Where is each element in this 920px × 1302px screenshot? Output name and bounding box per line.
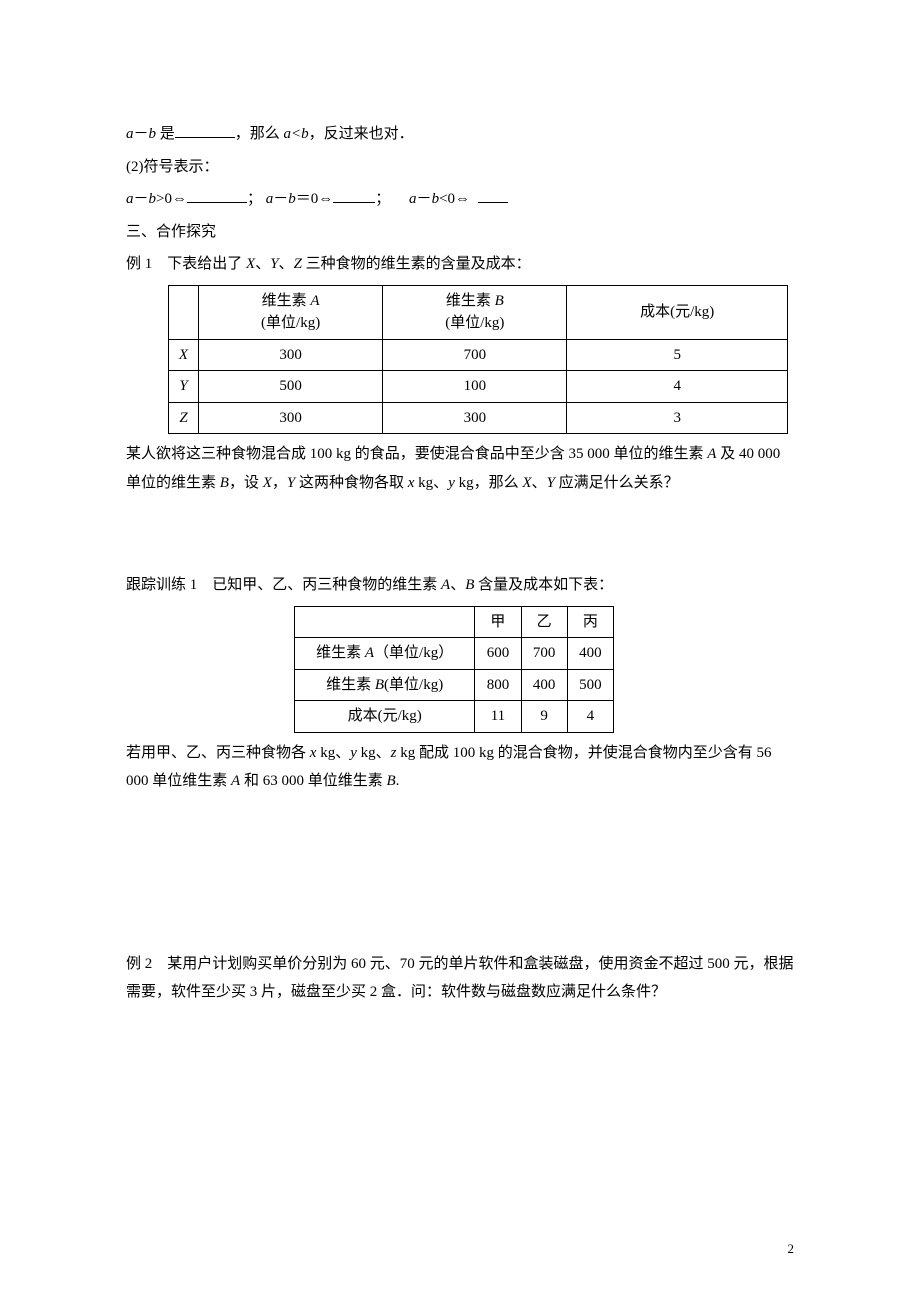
t2-r1c3: 500 (567, 669, 613, 701)
table-row: 甲 乙 丙 (295, 606, 614, 638)
blank-3 (333, 187, 375, 203)
t1-r1c0: Y (169, 371, 199, 403)
table-row: 维生素 A(单位/kg) 维生素 B(单位/kg) 成本(元/kg) (169, 285, 788, 339)
t2-r2c2: 9 (521, 701, 567, 733)
t1-r2c0: Z (169, 402, 199, 434)
example-1-text: 某人欲将这三种食物混合成 100 kg 的食品，要使混合食品中至少含 35 00… (126, 440, 794, 497)
spacer (126, 501, 794, 571)
t1-h3: 成本(元/kg) (567, 285, 788, 339)
t1-h2: 维生素 B(单位/kg) (383, 285, 567, 339)
spacer (126, 800, 794, 950)
t1-r1c2: 100 (383, 371, 567, 403)
table-row: Z 300 300 3 (169, 402, 788, 434)
t2-h0 (295, 606, 475, 638)
var-a: a (126, 126, 134, 142)
t2-r0c3: 400 (567, 638, 613, 670)
table-row: 维生素 B(单位/kg) 800 400 500 (295, 669, 614, 701)
t2-r0c0: 维生素 A（单位/kg） (295, 638, 475, 670)
page-number: 2 (788, 1237, 795, 1262)
t1-r0c0: X (169, 339, 199, 371)
track-1-text: 若用甲、乙、丙三种食物各 x kg、y kg、z kg 配成 100 kg 的混… (126, 739, 794, 796)
t2-h2: 乙 (521, 606, 567, 638)
table-1: 维生素 A(单位/kg) 维生素 B(单位/kg) 成本(元/kg) X 300… (168, 285, 788, 435)
t2-r1c2: 400 (521, 669, 567, 701)
t1-r0c2: 700 (383, 339, 567, 371)
t1-r1c3: 4 (567, 371, 788, 403)
table-row: X 300 700 5 (169, 339, 788, 371)
t2-r0c2: 700 (521, 638, 567, 670)
var-b: b (149, 126, 157, 142)
section-heading: 三、合作探究 (126, 218, 794, 247)
table-2: 甲 乙 丙 维生素 A（单位/kg） 600 700 400 维生素 B(单位/… (294, 606, 614, 733)
t2-r1c0: 维生素 B(单位/kg) (295, 669, 475, 701)
blank-2 (187, 187, 247, 203)
table-row: 成本(元/kg) 11 9 4 (295, 701, 614, 733)
line-2: (2)符号表示： (126, 153, 794, 182)
t1-h0 (169, 285, 199, 339)
t2-r2c3: 4 (567, 701, 613, 733)
blank-4 (478, 187, 508, 203)
t2-r2c1: 11 (475, 701, 521, 733)
blank-1 (175, 122, 235, 138)
track-1-title: 跟踪训练 1 已知甲、乙、丙三种食物的维生素 A、B 含量及成本如下表： (126, 571, 794, 600)
t2-r2c0: 成本(元/kg) (295, 701, 475, 733)
t1-r2c3: 3 (567, 402, 788, 434)
t1-r2c1: 300 (199, 402, 383, 434)
t2-r1c1: 800 (475, 669, 521, 701)
rel-ab: a<b (284, 126, 309, 142)
t1-r0c3: 5 (567, 339, 788, 371)
line-3: a－b>0⇔； a－b＝0⇔； a－b<0⇔ (126, 185, 794, 214)
t1-r2c2: 300 (383, 402, 567, 434)
t1-r0c1: 300 (199, 339, 383, 371)
line-1: a－b 是，那么 a<b，反过来也对． (126, 120, 794, 149)
t1-h1: 维生素 A(单位/kg) (199, 285, 383, 339)
example-2-text: 例 2 某用户计划购买单价分别为 60 元、70 元的单片软件和盒装磁盘，使用资… (126, 950, 794, 1007)
t2-h3: 丙 (567, 606, 613, 638)
t2-h1: 甲 (475, 606, 521, 638)
t2-r0c1: 600 (475, 638, 521, 670)
table-row: 维生素 A（单位/kg） 600 700 400 (295, 638, 614, 670)
table-row: Y 500 100 4 (169, 371, 788, 403)
t1-r1c1: 500 (199, 371, 383, 403)
example-1-title: 例 1 下表给出了 X、Y、Z 三种食物的维生素的含量及成本： (126, 250, 794, 279)
